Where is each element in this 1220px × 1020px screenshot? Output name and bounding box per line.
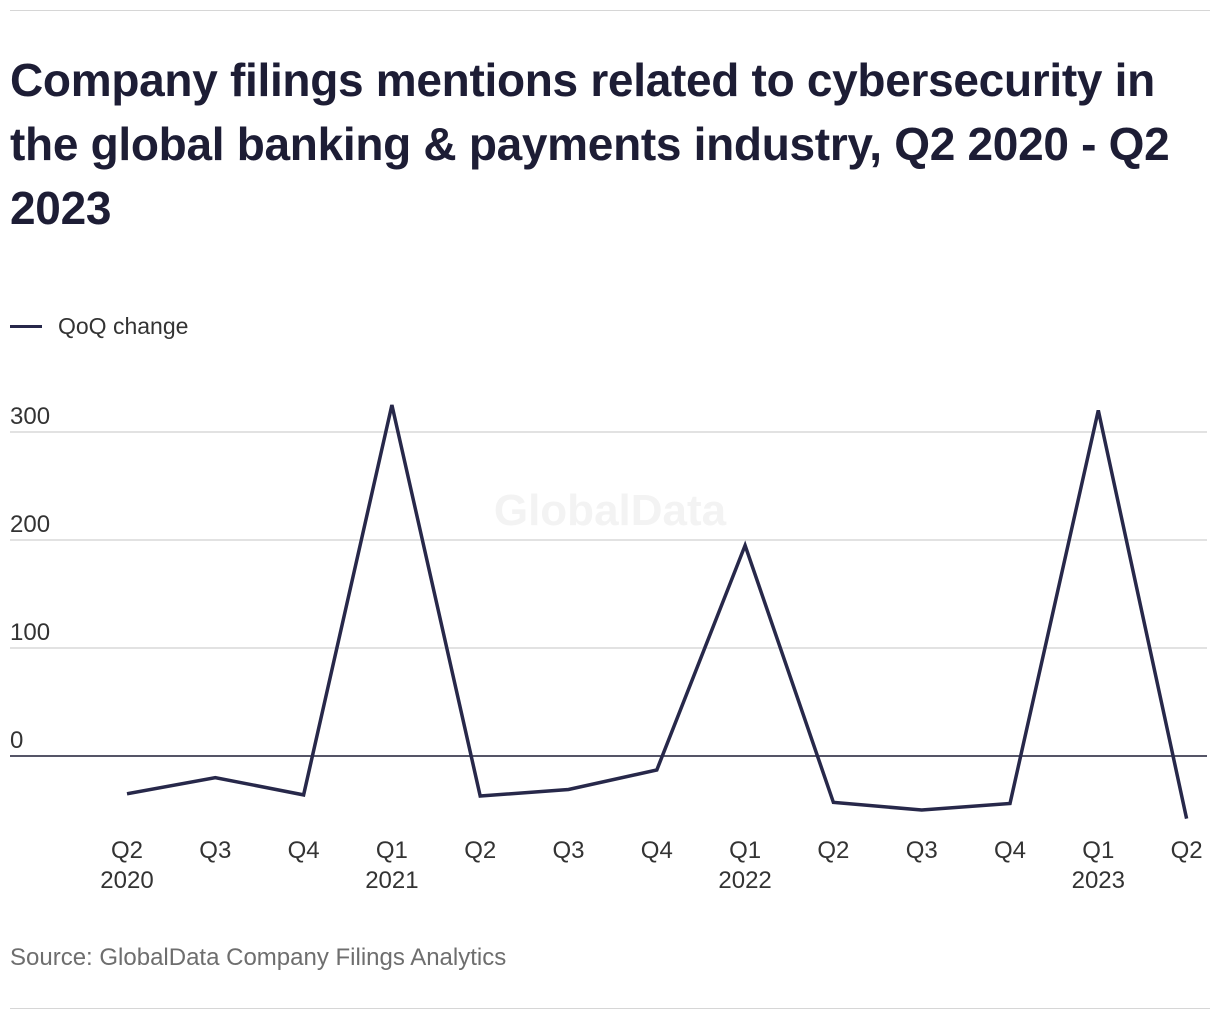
legend-label: QoQ change [58,312,189,339]
y-axis-ticks: 0 100 200 300 [10,403,50,754]
x-tick-label: Q1 [376,837,408,864]
chart-title: Company filings mentions related to cybe… [10,54,1170,234]
x-tick-label: Q2 [111,837,143,864]
x-tick-label: Q1 [1082,837,1114,864]
y-tick-label: 200 [10,511,50,538]
grid-layer [10,431,1207,757]
legend: QoQ change [10,311,188,341]
x-tick-label: Q2 [464,837,496,864]
x-tick-year-label: 2022 [718,867,771,894]
x-tick-label: Q3 [552,837,584,864]
top-divider [10,10,1210,11]
x-axis-ticks: Q2 2020 Q3 Q4 Q1 2021 Q2 Q3 Q4 Q1 2022 Q2 Q3 Q4 Q1 2023… [100,837,1202,894]
x-tick-year-label: 2023 [1072,867,1125,894]
x-tick-label: Q3 [906,837,938,864]
watermark: GlobalData [494,486,727,535]
x-tick-label: Q3 [199,837,231,864]
x-tick-label: Q4 [994,837,1026,864]
x-tick-label: Q1 [729,837,761,864]
y-tick-label: 0 [10,727,23,754]
series-layer [126,404,1189,819]
legend-swatch [10,324,42,328]
x-tick-label: Q2 [1171,837,1203,864]
x-tick-label: Q4 [288,837,320,864]
y-tick-label: 300 [10,403,50,430]
series-line-qoq-change [126,404,1189,819]
bottom-divider [10,1008,1210,1009]
y-tick-label: 100 [10,619,50,646]
x-tick-label: Q2 [817,837,849,864]
x-tick-label: Q4 [641,837,673,864]
source-note: Source: GlobalData Company Filings Analy… [10,944,507,971]
x-tick-year-label: 2020 [100,867,153,894]
x-tick-year-label: 2021 [365,867,418,894]
